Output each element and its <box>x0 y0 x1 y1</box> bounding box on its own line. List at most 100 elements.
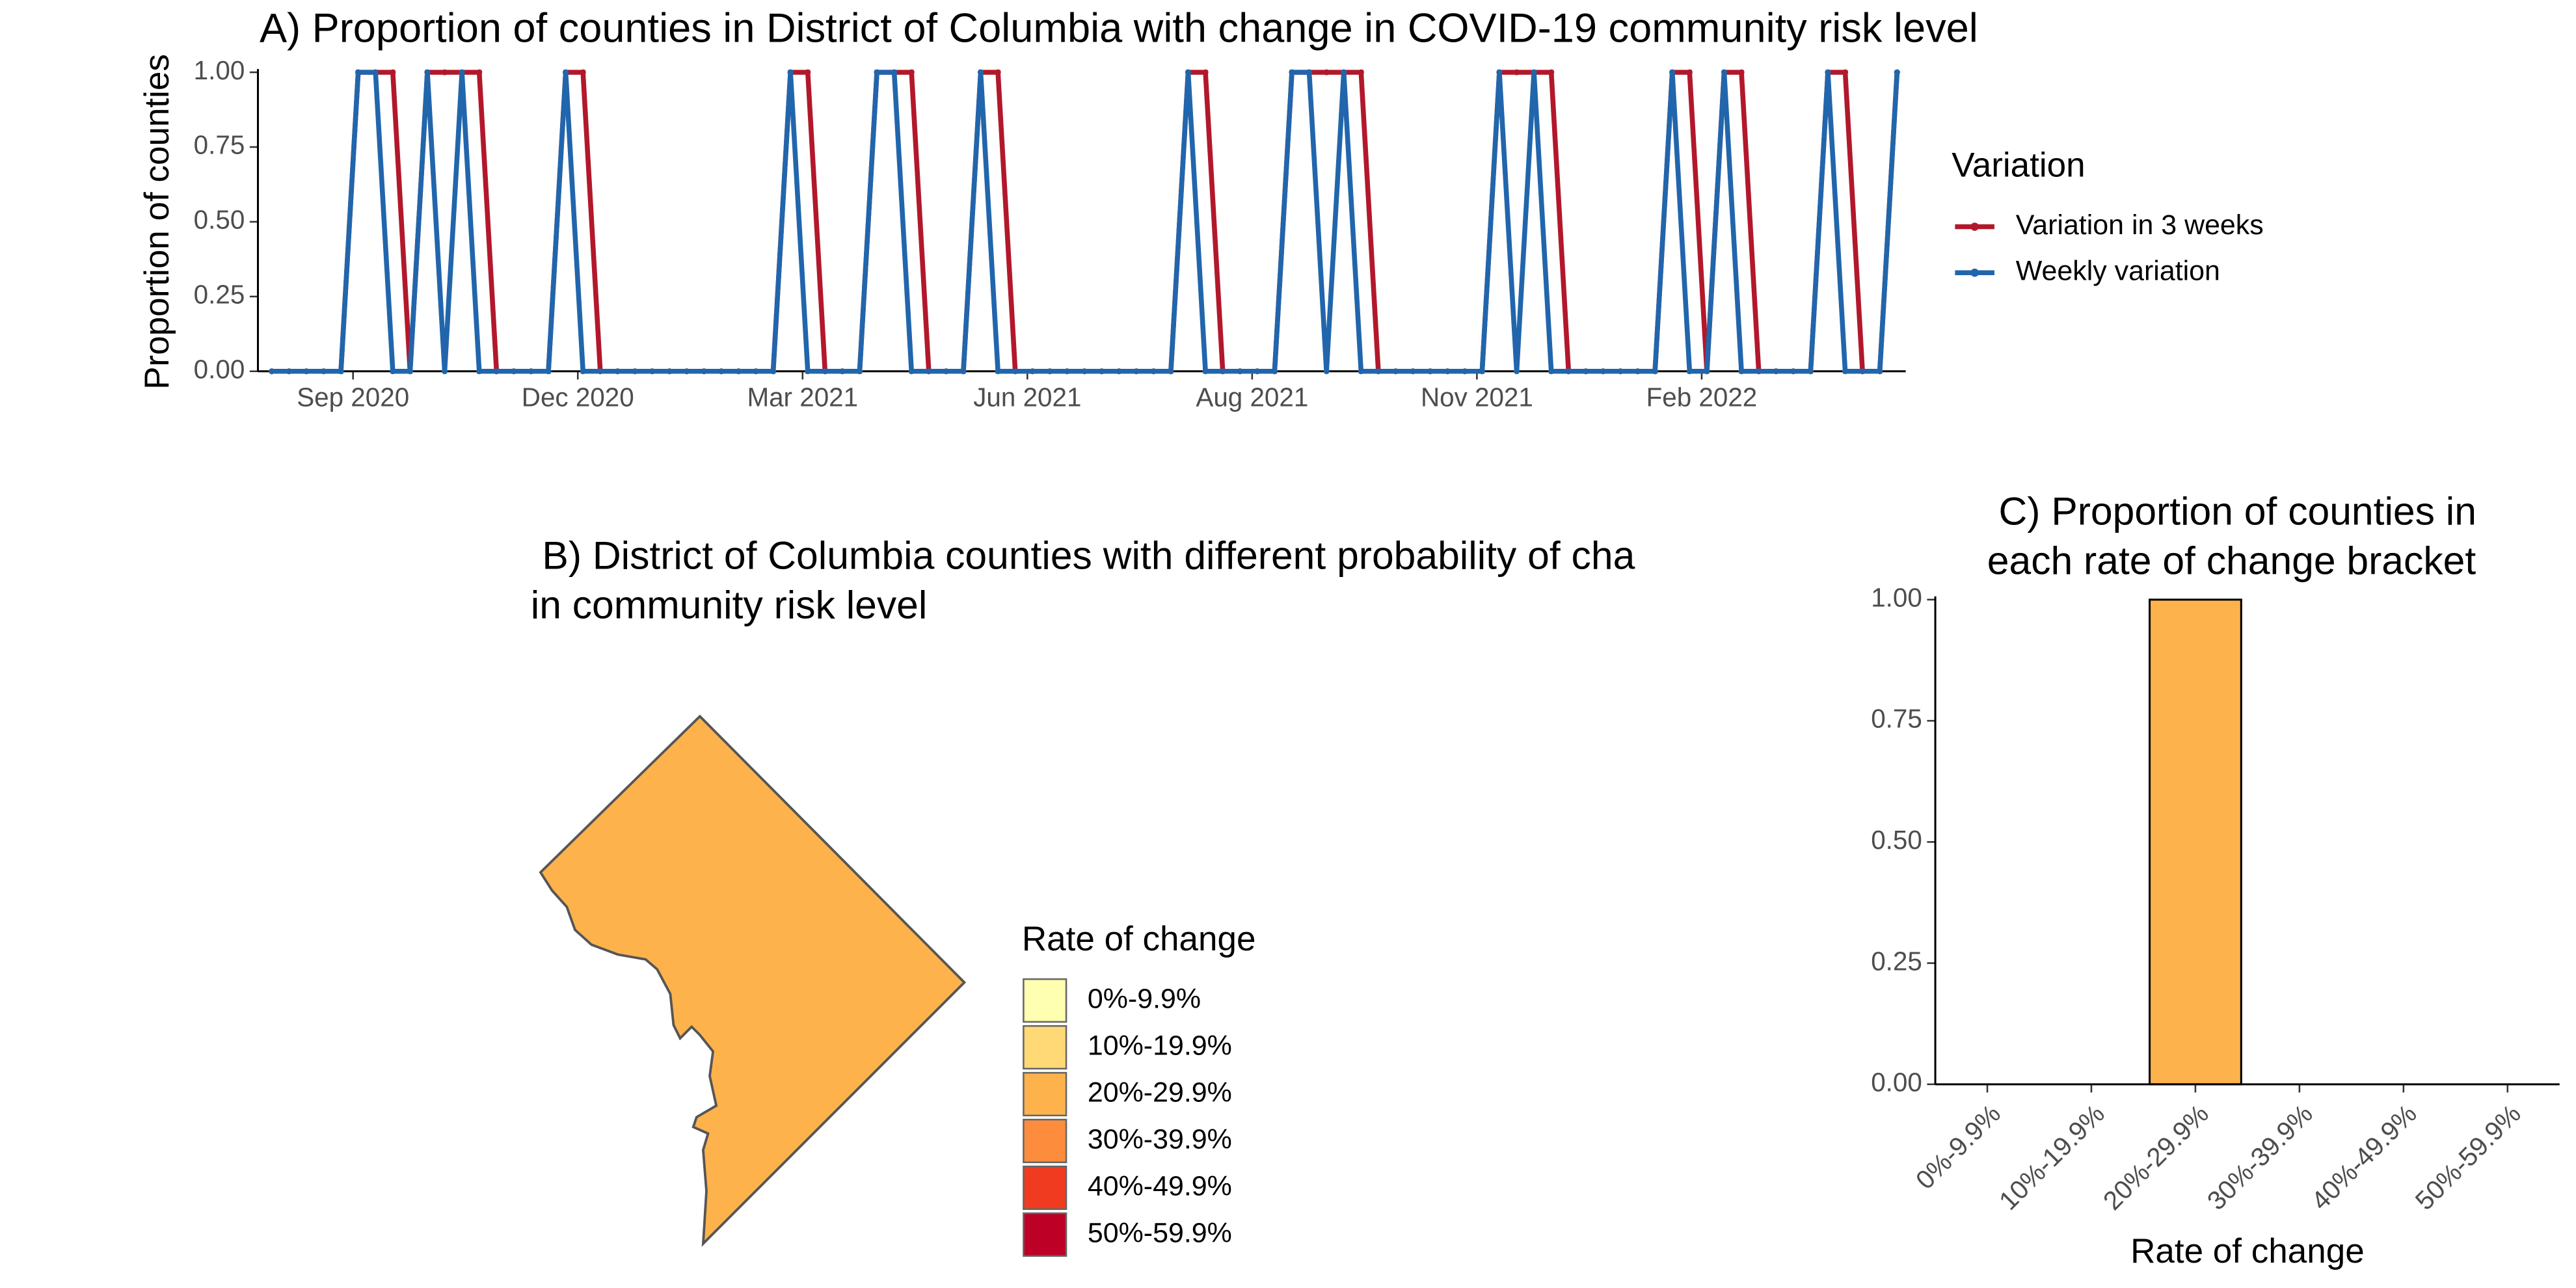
series-point <box>822 368 828 375</box>
series-point <box>632 368 638 375</box>
y-tick-label: 0.50 <box>1871 825 1922 855</box>
legend-key <box>1970 268 1979 277</box>
series-point <box>1548 69 1555 75</box>
series-point <box>995 69 1001 75</box>
series-point <box>1686 368 1693 375</box>
series-point <box>1185 69 1192 75</box>
legend-label: 0%-9.9% <box>1088 983 1201 1014</box>
series-point <box>960 368 967 375</box>
series-point <box>735 368 742 375</box>
series-point <box>1099 368 1105 375</box>
series-point <box>1635 368 1641 375</box>
map-region <box>539 714 967 1247</box>
series-point <box>1756 368 1762 375</box>
legend-label: 40%-49.9% <box>1088 1170 1232 1201</box>
series-point <box>1047 368 1053 375</box>
series-point <box>1341 69 1347 75</box>
y-tick-label: 0.25 <box>194 280 245 310</box>
series-point <box>1323 368 1330 375</box>
series-point <box>753 368 759 375</box>
series-point <box>1877 368 1883 375</box>
series-point <box>1842 368 1849 375</box>
series-line <box>271 70 1900 374</box>
series-point <box>908 69 915 75</box>
series-point <box>1773 368 1779 375</box>
series-point <box>563 69 569 75</box>
series-point <box>1686 69 1693 75</box>
series-point <box>1271 368 1278 375</box>
series-point <box>1496 69 1503 75</box>
series-point <box>286 368 292 375</box>
y-tick-label: 1.00 <box>194 55 245 85</box>
series-point <box>614 368 621 375</box>
series-point <box>1392 368 1399 375</box>
series-point <box>1064 368 1071 375</box>
x-tick-label: 10%-19.9% <box>1993 1099 2110 1216</box>
legend-swatch <box>1023 1212 1067 1257</box>
x-tick-label: Jun 2021 <box>973 382 1081 412</box>
series-point <box>684 368 690 375</box>
series-point <box>874 69 880 75</box>
x-tick-label: Feb 2022 <box>1646 382 1758 412</box>
series-point <box>1375 368 1382 375</box>
x-tick-label: 40%-49.9% <box>2305 1099 2422 1216</box>
series-point <box>1116 368 1122 375</box>
series-point <box>528 368 535 375</box>
series-point <box>1202 368 1209 375</box>
series-point <box>442 368 448 375</box>
series-point <box>891 69 898 75</box>
chart-title: each rate of change bracket <box>1976 538 2476 582</box>
legend-swatch <box>1023 1165 1067 1211</box>
series-point <box>269 368 275 375</box>
series-point <box>943 368 949 375</box>
series-point <box>1548 368 1555 375</box>
series-point <box>1410 368 1416 375</box>
series-point <box>372 69 379 75</box>
series-point <box>1721 69 1728 75</box>
series-point <box>1462 368 1468 375</box>
series-point <box>1565 368 1572 375</box>
series-point <box>1358 368 1364 375</box>
x-tick-label: Sep 2020 <box>297 382 409 412</box>
series-point <box>320 368 327 375</box>
series-point <box>1583 368 1589 375</box>
series-point <box>1220 368 1226 375</box>
series-point <box>1237 368 1243 375</box>
series-point <box>355 69 362 75</box>
y-tick-label: 0.75 <box>194 130 245 160</box>
legend-label: Weekly variation <box>2016 256 2220 287</box>
series-point <box>718 368 725 375</box>
series-point <box>390 368 396 375</box>
y-axis-title: Proportion of counties <box>138 54 176 390</box>
series-point <box>926 368 932 375</box>
series-point <box>1133 368 1140 375</box>
series-point <box>545 368 552 375</box>
legend-swatch <box>1023 978 1067 1023</box>
y-tick-label: 0.00 <box>1871 1067 1922 1097</box>
y-tick-label: 1.00 <box>1871 582 1922 612</box>
series-point <box>995 368 1001 375</box>
series-point <box>649 368 656 375</box>
series-point <box>770 368 777 375</box>
series-point <box>1704 368 1710 375</box>
series-point <box>1012 368 1019 375</box>
legend-key <box>1970 222 1979 231</box>
series-point <box>1029 368 1036 375</box>
chart-title: C) Proportion of counties in <box>1999 489 2476 533</box>
series-point <box>1168 368 1174 375</box>
series-point <box>1652 368 1658 375</box>
legend-title: Rate of change <box>1022 920 1256 958</box>
series-point <box>1790 368 1797 375</box>
series-point <box>424 69 431 75</box>
series-point <box>1358 69 1364 75</box>
series-point <box>1323 69 1330 75</box>
series-point <box>1617 368 1624 375</box>
series-point <box>459 69 465 75</box>
series-point <box>1254 368 1261 375</box>
legend-label: 30%-39.9% <box>1088 1123 1232 1155</box>
series-point <box>1289 69 1295 75</box>
series-point <box>1894 69 1900 75</box>
y-tick-label: 0.25 <box>1871 946 1922 976</box>
x-tick-label: 50%-59.9% <box>2409 1099 2527 1216</box>
